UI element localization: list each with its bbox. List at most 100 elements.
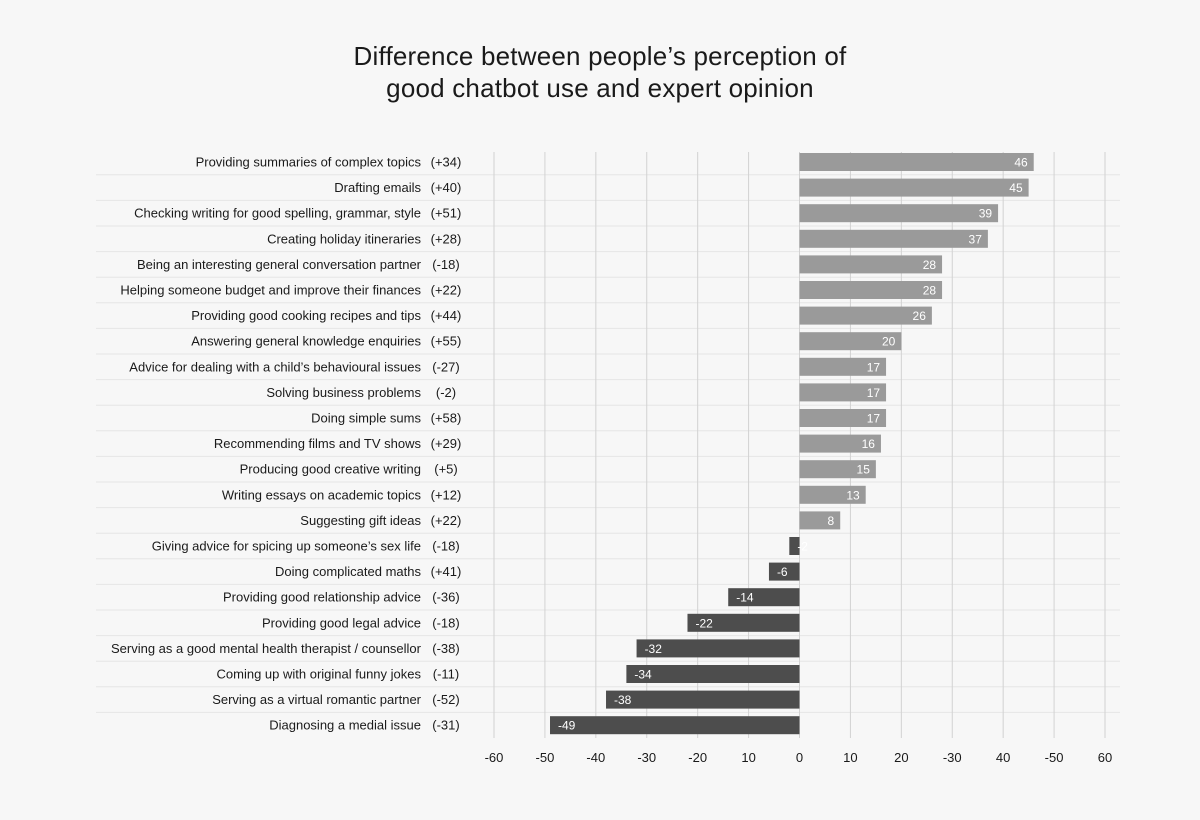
bar-value-label: 17 [867,360,881,374]
x-tick-label: 10 [843,750,857,765]
difference-label: (-31) [432,718,459,733]
bar [636,639,800,658]
x-tick-label: 40 [996,750,1010,765]
category-label: Serving as a good mental health therapis… [111,641,422,656]
x-tick-label: 60 [1098,750,1112,765]
bar [687,613,800,632]
bar-value-label: 39 [979,207,993,221]
bar-value-label: 8 [828,514,835,528]
bar-value-label: 46 [1014,156,1028,170]
bar [799,229,988,248]
x-tick-label: -20 [688,750,707,765]
category-label: Providing good relationship advice [223,590,421,605]
category-label: Writing essays on academic topics [222,487,422,502]
difference-label: (+28) [431,231,462,246]
bar-value-label: -22 [695,616,713,630]
difference-label: (-18) [432,615,459,630]
difference-label: (+44) [431,308,462,323]
difference-label: (+58) [431,411,462,426]
difference-label: (+29) [431,436,462,451]
category-label: Answering general knowledge enquiries [191,334,421,349]
category-label: Providing good cooking recipes and tips [191,308,421,323]
bar [728,588,800,607]
bar-value-label: -2 [797,540,808,554]
difference-label: (+5) [434,462,457,477]
bar [799,357,887,376]
category-label: Doing simple sums [311,411,421,426]
bar-value-label: 26 [913,309,927,323]
category-label: Checking writing for good spelling, gram… [134,206,421,221]
category-label: Giving advice for spicing up someone’s s… [152,539,421,554]
category-label: Being an interesting general conversatio… [137,257,422,272]
bar [799,485,866,504]
category-label: Serving as a virtual romantic partner [212,692,421,707]
difference-label: (+34) [431,155,462,170]
x-tick-label: -30 [637,750,656,765]
category-label: Creating holiday itineraries [267,231,421,246]
difference-label: (-38) [432,641,459,656]
x-tick-label: 0 [796,750,803,765]
bar-value-label: 13 [846,488,860,502]
x-tick-label: 20 [894,750,908,765]
bar-value-label: -34 [634,668,652,682]
bar-value-label: -32 [645,642,663,656]
chart-title: Difference between people’s perception o… [0,40,1200,104]
category-label: Advice for dealing with a child’s behavi… [129,359,421,374]
category-label: Diagnosing a medial issue [269,718,421,733]
bar-value-label: 37 [969,232,983,246]
category-label: Providing summaries of complex topics [196,155,422,170]
difference-label: (+51) [431,206,462,221]
bar [606,690,800,709]
difference-label: (-18) [432,257,459,272]
bar-value-label: 28 [923,258,937,272]
bar-value-label: 16 [862,437,876,451]
bar [799,255,943,274]
x-tick-label: -60 [485,750,504,765]
bar [626,665,800,683]
bar-value-label: -6 [777,565,788,579]
category-label: Doing complicated maths [275,564,421,579]
chart-title-line-1: Difference between people’s perception o… [353,41,847,71]
difference-label: (-52) [432,692,459,707]
difference-label: (+41) [431,564,462,579]
difference-label: (+40) [431,180,462,195]
x-tick-label: -40 [586,750,605,765]
bar-value-label: 28 [923,284,937,298]
difference-label: (-11) [433,667,459,682]
bar [799,178,1029,197]
chart-title-line-2: good chatbot use and expert opinion [386,73,814,103]
category-label: Suggesting gift ideas [300,513,421,528]
difference-label: (+22) [431,513,462,528]
difference-label: (-27) [432,359,459,374]
bar-value-label: -49 [558,719,576,733]
bar [550,716,800,735]
difference-label: (+55) [431,334,462,349]
bar [799,306,932,325]
difference-label: (+22) [431,283,462,298]
category-label: Helping someone budget and improve their… [120,283,421,298]
bar [799,204,999,223]
category-label: Coming up with original funny jokes [217,667,422,682]
category-label: Providing good legal advice [262,615,421,630]
category-label: Drafting emails [334,180,421,195]
category-label: Solving business problems [266,385,421,400]
bar [768,562,800,581]
bar-value-label: -38 [614,693,632,707]
bar-value-label: 15 [857,463,871,477]
bar-value-label: -14 [736,591,754,605]
category-label: Producing good creative writing [240,462,421,477]
bar [799,511,841,530]
bar [799,434,881,453]
bar [799,460,876,479]
x-tick-label: -30 [943,750,962,765]
bar-value-label: 20 [882,335,896,349]
bar-value-label: 17 [867,386,881,400]
bar [799,281,943,299]
difference-label: (-36) [432,590,459,605]
bar [799,332,902,351]
bar [799,383,887,402]
difference-label: (-2) [436,385,456,400]
x-tick-label: -50 [536,750,555,765]
difference-label: (-18) [432,539,459,554]
